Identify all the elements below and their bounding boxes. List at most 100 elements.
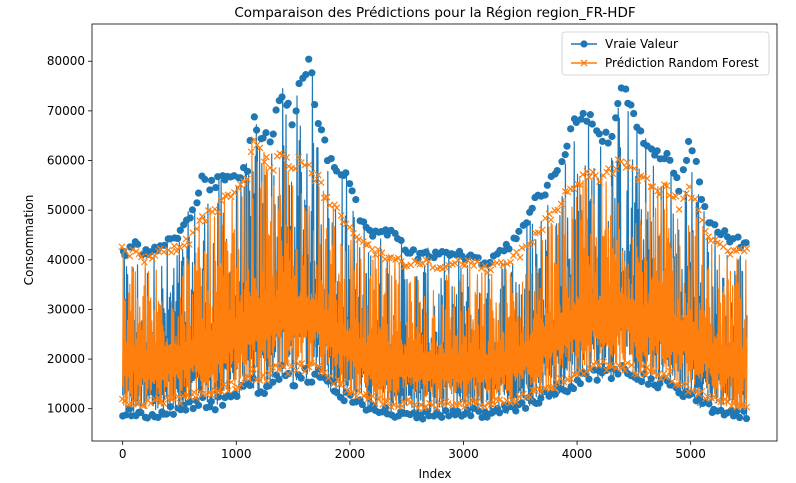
data-point: [583, 368, 590, 375]
data-point: [461, 403, 468, 411]
data-point: [737, 401, 745, 409]
data-point: [583, 117, 591, 125]
data-point: [385, 254, 393, 262]
data-point: [573, 370, 581, 377]
data-point: [368, 245, 376, 253]
data-point: [516, 254, 524, 261]
data-point: [314, 119, 322, 128]
data-point: [585, 173, 593, 181]
data-point: [284, 99, 292, 107]
data-point: [638, 362, 646, 370]
data-point: [489, 260, 497, 268]
data-point: [244, 373, 252, 381]
y-tick-label: 10000: [47, 402, 85, 416]
data-point: [253, 126, 261, 134]
data-point: [269, 130, 277, 138]
data-point: [204, 207, 212, 215]
axes-layer: 0 1000 2000 3000 4000 5000 10000 20000 30000 4000…: [47, 23, 778, 461]
data-point: [162, 410, 171, 418]
data-point: [168, 248, 175, 256]
data-point: [246, 381, 254, 390]
data-point: [167, 395, 175, 402]
data-point: [655, 191, 663, 198]
data-point: [698, 216, 706, 224]
data-point: [295, 79, 303, 88]
data-point: [557, 200, 565, 208]
data-point: [598, 137, 606, 145]
data-point: [190, 388, 198, 396]
data-point: [647, 375, 655, 383]
data-point: [243, 167, 252, 175]
data-point: [403, 262, 411, 270]
data-point: [353, 392, 361, 400]
data-point: [740, 407, 748, 415]
data-point: [441, 263, 449, 271]
data-point: [317, 126, 326, 134]
y-tick-label: 70000: [47, 104, 85, 118]
data-point: [442, 406, 450, 415]
data-point: [121, 247, 129, 255]
data-point: [619, 363, 626, 370]
data-point: [332, 388, 341, 396]
data-point: [704, 393, 711, 401]
data-point: [212, 183, 220, 192]
data-point: [193, 225, 201, 233]
data-point: [133, 399, 140, 407]
data-point: [145, 252, 152, 260]
data-point: [478, 264, 485, 272]
data-point: [638, 378, 646, 386]
data-point: [586, 111, 594, 119]
y-tick-label: 30000: [47, 302, 85, 316]
data-point: [518, 244, 526, 252]
data-point: [233, 392, 241, 401]
data-point: [154, 413, 162, 422]
data-point: [633, 371, 641, 378]
data-point: [333, 204, 341, 212]
data-point: [579, 171, 587, 179]
data-point: [218, 388, 226, 395]
data-point: [360, 218, 368, 226]
data-point: [185, 241, 193, 248]
data-point: [470, 398, 478, 406]
data-point: [529, 386, 537, 394]
data-point: [297, 374, 305, 382]
data-point: [137, 408, 145, 417]
data-point: [691, 195, 699, 203]
data-point: [265, 369, 273, 377]
data-point: [224, 191, 232, 199]
data-point: [508, 397, 516, 404]
data-point: [663, 182, 671, 190]
data-point: [673, 173, 681, 182]
data-point: [311, 100, 319, 109]
data-point: [576, 379, 584, 388]
data-point: [547, 216, 555, 224]
data-point: [627, 101, 635, 109]
data-point: [173, 247, 181, 255]
data-point: [736, 413, 744, 422]
data-point: [648, 145, 656, 153]
data-point: [147, 399, 155, 407]
data-point: [612, 114, 620, 122]
data-point: [129, 246, 137, 254]
data-point: [419, 415, 427, 423]
data-point: [237, 380, 245, 388]
data-point: [198, 212, 206, 220]
data-point: [729, 398, 737, 406]
data-point: [628, 361, 636, 369]
data-point: [169, 394, 177, 402]
legend-marker: [580, 40, 588, 48]
data-point: [438, 413, 446, 421]
y-tick-label: 80000: [47, 54, 85, 68]
data-point: [561, 151, 569, 159]
data-point: [726, 251, 734, 259]
data-point: [593, 376, 601, 384]
data-point: [346, 223, 354, 231]
data-point: [481, 402, 488, 410]
data-point: [215, 393, 223, 401]
data-point: [260, 389, 268, 398]
data-point: [371, 399, 379, 407]
data-point: [327, 372, 335, 380]
data-point: [194, 189, 203, 197]
data-point: [622, 85, 630, 93]
data-point: [425, 258, 433, 266]
